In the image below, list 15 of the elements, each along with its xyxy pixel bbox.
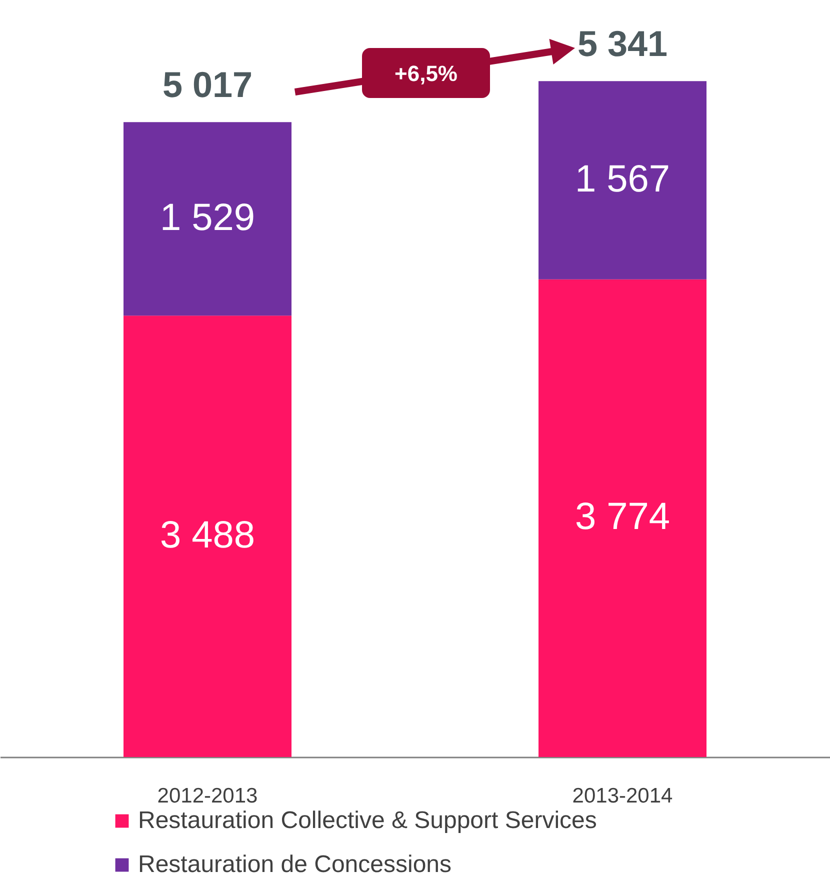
bar (124, 316, 292, 757)
x-tick-label: 2012-2013 (157, 784, 258, 808)
data-label: 3 774 (574, 496, 670, 538)
legend-label: Restauration Collective & Support Services (138, 807, 597, 834)
total-label: 5 017 (162, 64, 253, 106)
data-label: 1 529 (160, 196, 256, 239)
data-label: 1 567 (574, 158, 670, 200)
annotation: +6,5% (394, 61, 458, 86)
total-label: 5 341 (577, 23, 668, 64)
data-label: 3 488 (160, 514, 256, 556)
bar (124, 122, 292, 316)
x-tick-label: 2013-2014 (572, 784, 674, 808)
bar (538, 81, 706, 280)
bar (538, 279, 706, 757)
legend-label: Restauration de Concessions (138, 851, 452, 878)
